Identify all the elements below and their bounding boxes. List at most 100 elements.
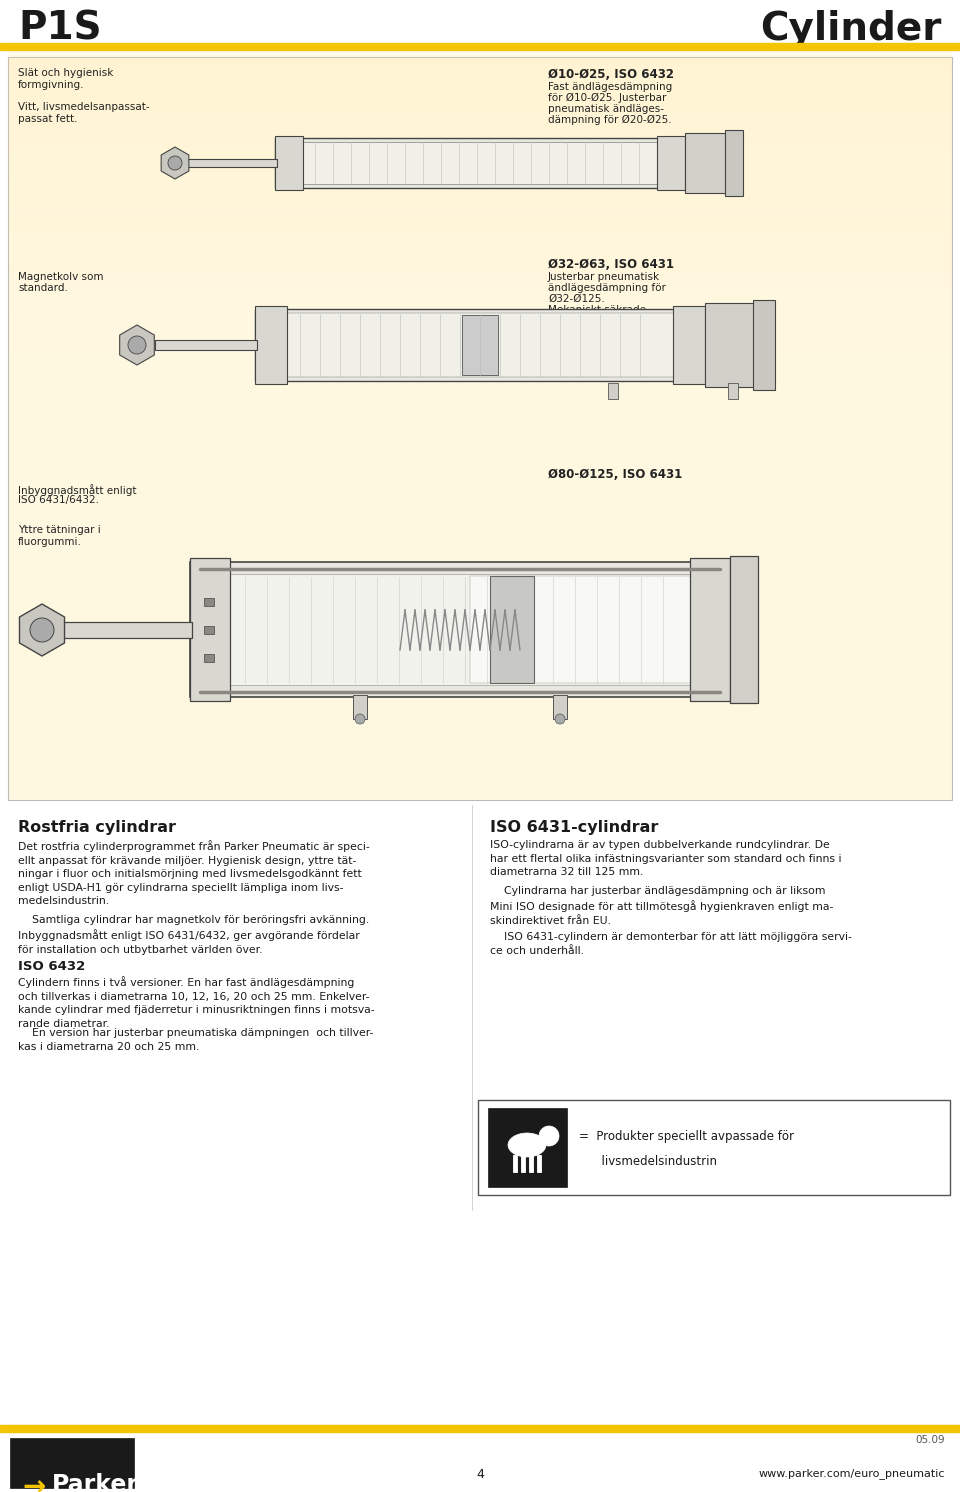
Bar [0,1425,960,1432]
Bar [8,207,952,212]
Bar [8,257,952,263]
Bar [8,267,952,272]
Text: Magnetkolv som: Magnetkolv som [18,272,104,282]
Text: Cylinder: Cylinder [760,10,942,48]
Bar [8,222,952,227]
Bar [8,248,952,252]
Bar [673,306,705,383]
Bar [690,558,730,701]
Bar [8,192,952,197]
Bar [190,562,730,697]
Text: Ø10-Ø25, ISO 6432: Ø10-Ø25, ISO 6432 [548,69,674,81]
Text: Inbyggnadsmått enligt: Inbyggnadsmått enligt [18,483,136,495]
Bar [8,322,952,327]
Bar [462,315,498,374]
Bar [753,300,775,389]
Bar [8,216,952,222]
Bar [8,52,952,57]
Text: P1S: P1S [18,10,102,48]
Bar [8,137,952,142]
Bar [8,163,952,167]
Text: Cylindern finns i två versioner. En har fast ändlägesdämpning
och tillverkas i d: Cylindern finns i två versioner. En har … [18,976,374,1028]
Text: Ø32-Ø63, ISO 6431: Ø32-Ø63, ISO 6431 [548,258,674,272]
Text: Fast ändlägesdämpning: Fast ändlägesdämpning [548,82,672,93]
Text: ISO 6432: ISO 6432 [18,959,85,973]
Text: standard.: standard. [18,283,68,292]
Bar [685,133,727,192]
Text: Samtliga cylindrar har magnetkolv för beröringsfri avkänning.
Inbyggnadsmått enl: Samtliga cylindrar har magnetkolv för be… [18,915,370,955]
Bar [488,1109,567,1188]
Bar [8,186,952,192]
Bar [8,157,952,163]
Text: Mekaniskt säkrade: Mekaniskt säkrade [548,304,646,315]
Bar [8,87,952,93]
Text: pneumatisk ändläges-: pneumatisk ändläges- [548,104,664,113]
Text: Parker: Parker [52,1473,139,1492]
Polygon shape [19,604,64,656]
Bar [275,137,685,188]
Text: En version har justerbar pneumatiska dämpningen  och tillver-
kas i diametrarna : En version har justerbar pneumatiska däm… [18,1028,373,1052]
Bar [8,342,952,348]
Bar [8,148,952,152]
Text: 4: 4 [476,1468,484,1482]
Bar [8,142,952,148]
Bar [190,558,230,701]
Bar [202,574,718,685]
Circle shape [555,715,565,724]
Bar [204,627,214,634]
Bar [0,43,960,51]
Bar [8,201,952,207]
Bar [155,340,257,351]
Text: ändlägesdämpning för: ändlägesdämpning för [548,283,666,292]
Bar [8,348,952,352]
Bar [8,72,952,78]
Bar [657,136,685,189]
Text: ISO 6431/6432.: ISO 6431/6432. [18,495,99,504]
Circle shape [355,715,365,724]
Circle shape [168,157,182,170]
Circle shape [30,618,54,642]
Bar [8,227,952,231]
Bar [8,112,952,116]
Bar [8,286,952,292]
Bar [490,576,534,683]
Bar [353,695,367,719]
Bar [8,116,952,122]
Bar [8,333,952,337]
Text: Slät och hygienisk: Slät och hygienisk [18,69,113,78]
Bar [60,622,192,639]
Text: fluorgummi.: fluorgummi. [18,537,82,548]
Bar [279,142,681,184]
Bar [8,272,952,278]
Text: www.parker.com/euro_pneumatic: www.parker.com/euro_pneumatic [758,1468,945,1479]
Bar [10,1438,134,1488]
Bar [8,282,952,286]
Bar [478,1100,950,1195]
Text: Det rostfria cylinderprogrammet från Parker Pneumatic är speci-
ellt anpassat fö: Det rostfria cylinderprogrammet från Par… [18,840,370,906]
Bar [8,131,952,137]
Bar [8,107,952,112]
Bar [255,306,287,383]
Bar [8,152,952,157]
Bar [8,78,952,82]
Bar [8,316,952,322]
Bar [8,97,952,101]
Polygon shape [120,325,155,366]
Text: formgivning.: formgivning. [18,81,84,90]
Bar [8,57,952,800]
Bar [8,307,952,312]
Bar [8,242,952,248]
Text: Cylindrarna har justerbar ändlägesdämpning och är liksom
Mini ISO designade för : Cylindrarna har justerbar ändlägesdämpni… [490,886,833,927]
Bar [8,263,952,267]
Bar [8,292,952,297]
Text: dämpskruvar.: dämpskruvar. [548,316,619,325]
Bar [204,653,214,662]
Text: ISO 6431-cylindern är demonterbar för att lätt möjliggöra servi-
ce och underhål: ISO 6431-cylindern är demonterbar för at… [490,932,852,955]
Bar [608,383,618,398]
Bar [8,212,952,216]
Bar [8,182,952,186]
Text: Ø32-Ø125.: Ø32-Ø125. [548,294,605,304]
Bar [8,278,952,282]
Text: Rostfria cylindrar: Rostfria cylindrar [18,821,176,836]
Bar [8,67,952,72]
